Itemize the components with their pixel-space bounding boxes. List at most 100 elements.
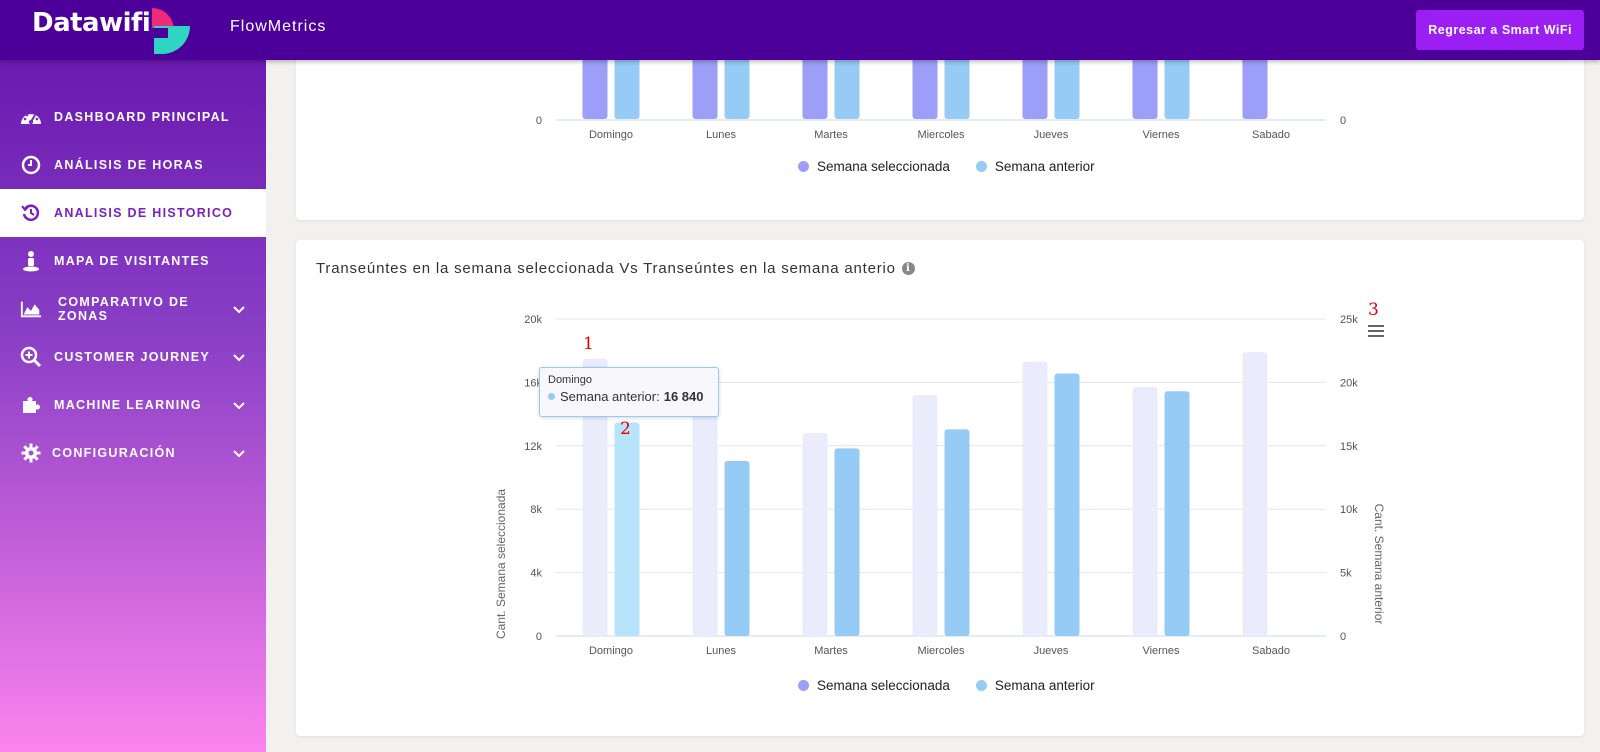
x-axis-tick-label: Domingo (589, 645, 633, 657)
tooltip-row: Semana anterior: 16 840 (548, 389, 710, 404)
area-chart-icon (20, 298, 42, 320)
logo-text: Datawifi (32, 8, 151, 38)
y-axis-title: Cant. Semana seleccionada (494, 489, 508, 639)
top-bar: Datawifi FlowMetrics Regresar a Smart Wi… (0, 0, 1600, 60)
bar-semana-seleccionada[interactable] (1022, 361, 1048, 636)
bar-semana-seleccionada[interactable] (912, 395, 938, 636)
dashboard-gauge-icon (20, 106, 42, 128)
bar-semana-anterior[interactable] (1164, 391, 1190, 636)
datawifi-logo[interactable]: Datawifi (32, 6, 192, 54)
bar-semana-seleccionada[interactable] (582, 358, 608, 636)
y-axis-zero-label: 0 (536, 115, 542, 127)
y2-axis-tick-label: 5k (1340, 568, 1352, 580)
sidebar-item-label: MAPA DE VISITANTES (54, 254, 210, 268)
sidebar-item-analisis-de-historico[interactable]: ANALISIS DE HISTORICO (0, 189, 266, 237)
annotation-marker-3: 3 (1368, 300, 1379, 320)
bar-semana-seleccionada[interactable] (802, 433, 828, 636)
weekly-chart-card-top: 0 0 Domingo Lunes Martes Miercoles Jueves Vie… (296, 40, 1584, 220)
y-axis-tick-label: 4k (530, 568, 542, 580)
bar-semana-anterior[interactable] (944, 429, 970, 636)
x-axis-tick-label: Jueves (1034, 129, 1069, 141)
y-axis-tick-label: 12k (524, 441, 542, 453)
y2-axis-tick-label: 25k (1340, 314, 1358, 326)
tooltip-category: Domingo (548, 374, 593, 386)
legend-item-semana-anterior[interactable]: Semana anterior (975, 678, 1095, 693)
bar-semana-anterior[interactable] (834, 448, 860, 636)
sidebar-item-mapa-de-visitantes[interactable]: MAPA DE VISITANTES (0, 237, 266, 285)
bar-semana-anterior[interactable] (724, 461, 750, 636)
chevron-down-icon (233, 306, 245, 314)
info-icon[interactable]: i (901, 262, 915, 275)
x-axis-tick-label: Domingo (589, 129, 633, 141)
clock-icon (20, 154, 42, 176)
sidebar-item-label: CUSTOMER JOURNEY (54, 350, 211, 364)
top-chart-legend: Semana seleccionada Semana anterior (798, 159, 1095, 174)
y2-axis-tick-label: 10k (1340, 504, 1358, 516)
legend-label: Semana anterior (994, 159, 1095, 174)
back-to-smart-wifi-button[interactable]: Regresar a Smart WiFi (1416, 10, 1584, 50)
legend-label: Semana anterior (994, 678, 1095, 693)
x-axis-tick-label: Lunes (706, 645, 736, 657)
y2-axis-tick-label: 15k (1340, 441, 1358, 453)
x-axis-tick-label: Miercoles (917, 645, 965, 657)
sidebar-item-label: DASHBOARD PRINCIPAL (54, 110, 230, 124)
weekly-bar-chart: Domingo Lunes Martes Miercoles Jueves Viernes… (494, 314, 1386, 657)
x-axis-tick-label: Martes (814, 645, 848, 657)
bar-semana-seleccionada[interactable] (692, 382, 718, 636)
chart-title-text: Transeúntes en la semana seleccionada Vs… (316, 260, 896, 277)
y2-axis-zero-label: 0 (1340, 115, 1346, 127)
x-axis-tick-label: Martes (814, 129, 848, 141)
x-axis-tick-label: Lunes (706, 129, 736, 141)
chart-menu-icon[interactable] (1368, 323, 1384, 337)
annotation-marker-2: 2 (620, 419, 631, 439)
logo-mark-icon (152, 6, 192, 54)
sidebar-item-configuracion[interactable]: CONFIGURACIÓN (0, 429, 266, 477)
history-icon (20, 202, 42, 224)
annotation-marker-1: 1 (583, 334, 594, 354)
chevron-down-icon (233, 402, 245, 410)
tooltip-value: 16 840 (663, 389, 704, 404)
weekly-comparison-card: Transeúntes en la semana seleccionada Vs… (296, 240, 1584, 736)
y-axis-tick-label: 0 (536, 631, 542, 643)
main-chart-legend: Semana seleccionada Semana anterior (798, 678, 1095, 693)
x-axis-tick-label: Viernes (1142, 129, 1180, 141)
legend-item-semana-seleccionada[interactable]: Semana seleccionada (798, 159, 950, 174)
chevron-down-icon (233, 450, 245, 458)
gear-icon (20, 442, 42, 464)
sidebar-item-dashboard-principal[interactable]: DASHBOARD PRINCIPAL (0, 93, 266, 141)
sidebar-item-label: ANALISIS DE HISTORICO (54, 206, 234, 220)
legend-label: Semana seleccionada (817, 159, 950, 174)
y-axis-tick-label: 16k (524, 377, 542, 389)
y2-axis-tick-label: 20k (1340, 377, 1358, 389)
sidebar-item-comparativo-de-zonas[interactable]: COMPARATIVO DE ZONAS (0, 285, 266, 333)
x-axis-tick-label: Sabado (1252, 645, 1290, 657)
sidebar-item-label: ANÁLISIS DE HORAS (54, 158, 204, 172)
map-pin-person-icon (20, 250, 42, 272)
legend-item-semana-anterior[interactable]: Semana anterior (975, 159, 1095, 174)
x-axis-tick-label: Jueves (1034, 645, 1069, 657)
chart-title: Transeúntes en la semana seleccionada Vs… (316, 260, 915, 277)
tooltip-series-name: Semana anterior: (560, 389, 660, 404)
search-plus-icon (20, 346, 42, 368)
bar-semana-seleccionada[interactable] (1132, 387, 1158, 636)
legend-item-semana-seleccionada[interactable]: Semana seleccionada (798, 678, 950, 693)
sidebar-item-machine-learning[interactable]: MACHINE LEARNING (0, 381, 266, 429)
chart-tooltip: Domingo Semana anterior: 16 840 (539, 367, 719, 417)
y2-axis-title: Cant. Semana anterior (1372, 504, 1386, 625)
tooltip-series-dot (548, 393, 555, 400)
legend-label: Semana seleccionada (817, 678, 950, 693)
sidebar: DASHBOARD PRINCIPAL ANÁLISIS DE HORAS AN… (0, 60, 266, 752)
puzzle-icon (20, 394, 42, 416)
x-axis-tick-label: Miercoles (917, 129, 965, 141)
chevron-down-icon (233, 354, 245, 362)
y2-axis-tick-label: 0 (1340, 631, 1346, 643)
y-axis-tick-label: 20k (524, 314, 542, 326)
sidebar-item-analisis-de-horas[interactable]: ANÁLISIS DE HORAS (0, 141, 266, 189)
sidebar-item-label: COMPARATIVO DE ZONAS (58, 295, 189, 323)
y-axis-tick-label: 8k (530, 504, 542, 516)
sidebar-item-customer-journey[interactable]: CUSTOMER JOURNEY (0, 333, 266, 381)
bar-semana-anterior[interactable] (1054, 373, 1080, 636)
bar-semana-seleccionada[interactable] (1242, 352, 1268, 636)
bar-semana-anterior[interactable] (614, 422, 640, 636)
x-axis-tick-label: Sabado (1252, 129, 1290, 141)
